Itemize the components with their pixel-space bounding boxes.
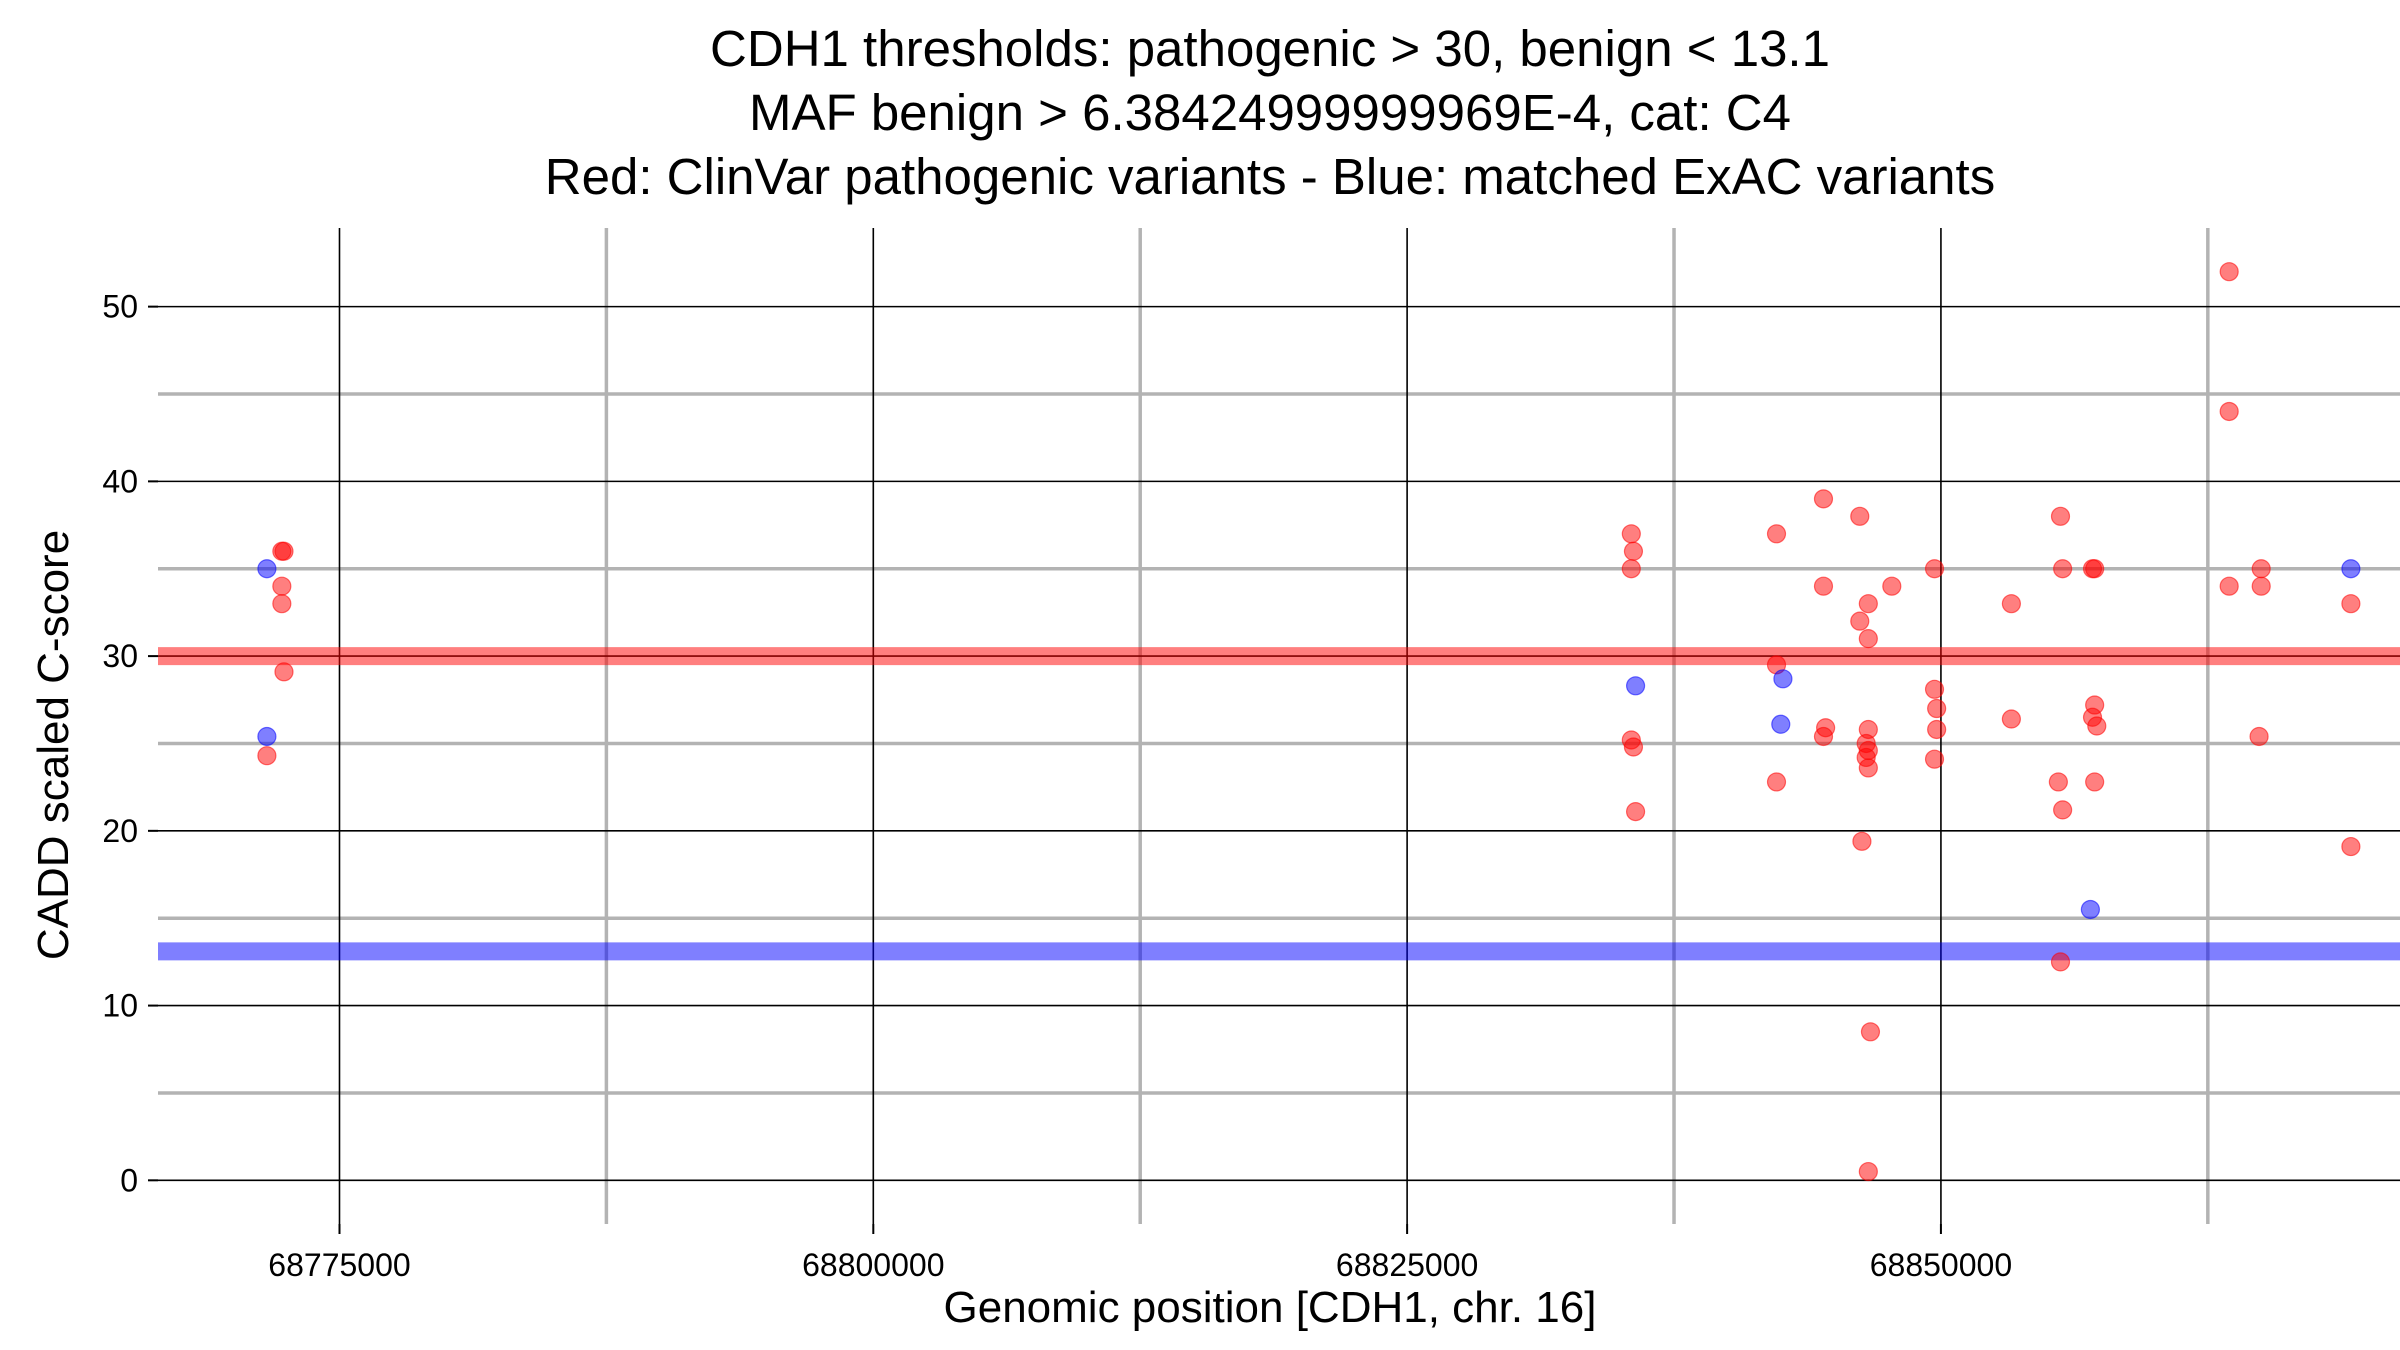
pathogenic-point <box>1813 489 1834 509</box>
y-tick-label: 40 <box>102 463 138 499</box>
benign-point <box>2341 559 2361 579</box>
pathogenic-point <box>2001 709 2021 729</box>
pathogenic-point <box>1924 679 1945 699</box>
pathogenic-point <box>2249 726 2269 747</box>
pathogenic-point <box>2219 401 2239 422</box>
y-tick-label: 0 <box>120 1162 138 1198</box>
x-tick-label: 68775000 <box>268 1247 410 1283</box>
chart-title: CDH1 thresholds: pathogenic > 30, benign… <box>545 20 1995 205</box>
grid-lines <box>158 228 2400 1224</box>
pathogenic-point <box>1625 802 1646 822</box>
pathogenic-point <box>1623 737 1644 757</box>
y-tick-label: 50 <box>102 289 138 325</box>
pathogenic-point <box>2050 952 2071 972</box>
axes: 0 10 20 30 40 50 68775000 68800000 68825000 68850… <box>102 289 2012 1283</box>
pathogenic-point <box>1858 594 1878 614</box>
benign-point <box>1625 676 1646 696</box>
pathogenic-point <box>1813 576 1834 596</box>
pathogenic-point <box>2219 576 2239 596</box>
pathogenic-point <box>1860 1022 1881 1042</box>
pathogenic-point <box>2085 772 2105 792</box>
pathogenic-point <box>272 576 292 596</box>
title-line-1: CDH1 thresholds: pathogenic > 30, benign… <box>710 20 1830 77</box>
y-tick-label: 10 <box>102 988 138 1024</box>
pathogenic-point <box>2053 559 2073 579</box>
title-line-2: MAF benign > 6.38424999999969E-4, cat: C… <box>749 84 1791 141</box>
pathogenic-point <box>1621 524 1641 544</box>
x-tick-label: 68850000 <box>1870 1247 2012 1283</box>
pathogenic-point <box>1924 749 1945 769</box>
data-points <box>257 262 2361 1182</box>
pathogenic-point <box>2050 506 2071 526</box>
pathogenic-point <box>2341 836 2361 857</box>
pathogenic-point <box>1858 629 1878 649</box>
pathogenic-point <box>1924 559 1945 579</box>
pathogenic-point <box>2048 772 2068 792</box>
pathogenic-point <box>1882 576 1902 596</box>
pathogenic-point <box>1858 1161 1878 1182</box>
pathogenic-point <box>1766 524 1787 544</box>
pathogenic-point <box>1850 611 1870 631</box>
pathogenic-point <box>272 594 292 614</box>
pathogenic-point <box>274 541 294 561</box>
pathogenic-point <box>1927 698 1947 719</box>
pathogenic-point <box>2219 262 2239 282</box>
pathogenic-point <box>274 662 294 682</box>
pathogenic-point <box>2087 716 2107 736</box>
pathogenic-point <box>1621 559 1641 579</box>
pathogenic-point <box>1927 719 1947 740</box>
pathogenic-point <box>2053 800 2073 820</box>
pathogenic-point <box>2251 576 2271 596</box>
pathogenic-point <box>2341 594 2361 614</box>
y-tick-label: 30 <box>102 638 138 674</box>
y-axis-title: CADD scaled C-score <box>29 530 78 960</box>
benign-point <box>257 726 277 747</box>
x-axis-title: Genomic position [CDH1, chr. 16] <box>944 1283 1597 1332</box>
title-line-3: Red: ClinVar pathogenic variants - Blue:… <box>545 148 1995 205</box>
pathogenic-point <box>257 746 277 766</box>
benign-point <box>1771 714 1791 734</box>
pathogenic-point <box>2251 559 2271 579</box>
x-tick-label: 68800000 <box>802 1247 944 1283</box>
pathogenic-point <box>1813 726 1834 747</box>
pathogenic-point <box>1852 831 1872 851</box>
benign-point <box>1773 669 1793 689</box>
benign-point <box>2080 899 2100 920</box>
pathogenic-series <box>257 262 2361 1182</box>
pathogenic-point <box>1858 758 1878 778</box>
pathogenic-point <box>2001 594 2021 614</box>
x-tick-label: 68825000 <box>1336 1247 1478 1283</box>
pathogenic-point <box>2085 559 2105 579</box>
benign-series <box>257 559 2361 920</box>
pathogenic-point <box>1850 506 1870 526</box>
pathogenic-point <box>1623 541 1644 561</box>
y-tick-label: 20 <box>102 813 138 849</box>
threshold-lines <box>158 647 2400 961</box>
benign-point <box>257 559 277 579</box>
pathogenic-point <box>1766 772 1787 792</box>
